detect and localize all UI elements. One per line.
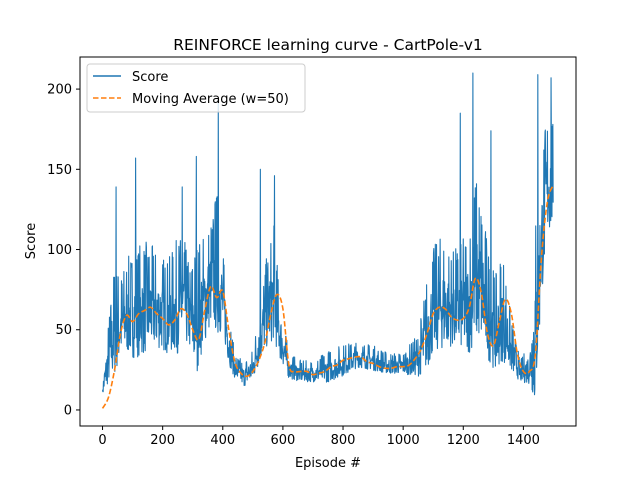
ticks-layer: 0 200 400 600 800 1000 1200 1400 0 50 100 150 200 bbox=[47, 83, 540, 448]
y-tick-label: 150 bbox=[47, 163, 72, 178]
legend-label-score: Score bbox=[132, 70, 168, 85]
legend: Score Moving Average (w=50) bbox=[86, 63, 306, 113]
y-tick-label: 50 bbox=[55, 323, 72, 338]
plot-frame bbox=[79, 56, 577, 427]
legend-label-moving-average: Moving Average (w=50) bbox=[132, 92, 289, 107]
y-tick-label: 200 bbox=[47, 83, 72, 98]
x-axis-label: Episode # bbox=[295, 456, 361, 471]
x-tick-label: 600 bbox=[270, 433, 295, 448]
series-line-moving-average bbox=[101, 185, 554, 409]
x-tick-label: 400 bbox=[210, 433, 235, 448]
x-tick-label: 1200 bbox=[447, 433, 480, 448]
chart-title: REINFORCE learning curve - CartPole-v1 bbox=[173, 36, 483, 54]
x-tick-label: 1000 bbox=[387, 433, 420, 448]
x-tick-label: 1400 bbox=[507, 433, 540, 448]
x-tick-label: 800 bbox=[331, 433, 356, 448]
series-layer bbox=[101, 72, 554, 409]
x-tick-label: 200 bbox=[150, 433, 175, 448]
series-line-score bbox=[102, 72, 554, 396]
x-tick-label: 0 bbox=[98, 433, 106, 448]
y-tick-label: 0 bbox=[64, 403, 72, 418]
y-tick-label: 100 bbox=[47, 243, 72, 258]
y-axis-label: Score bbox=[24, 223, 39, 259]
legend-box bbox=[86, 63, 306, 113]
